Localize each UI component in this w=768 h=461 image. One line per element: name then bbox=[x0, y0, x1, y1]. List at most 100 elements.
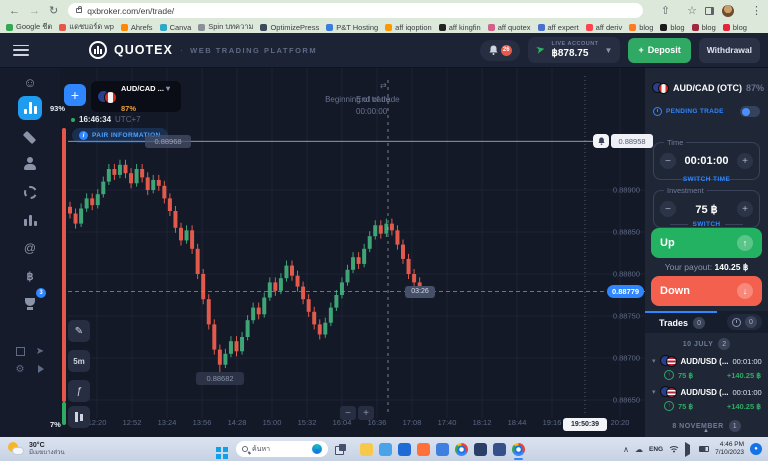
bookmark-item[interactable]: aff iqoption bbox=[385, 23, 432, 32]
bookmark-item[interactable]: Canva bbox=[159, 23, 191, 32]
end-of-trade-label: End of trade 00:00:00 bbox=[356, 95, 400, 116]
wifi-icon[interactable] bbox=[669, 445, 679, 453]
sidebar-item-support[interactable]: ☺ bbox=[18, 70, 42, 94]
tray-clock[interactable]: 4:46 PM 7/10/2023 bbox=[715, 441, 744, 456]
reload-icon[interactable]: ↻ bbox=[49, 5, 59, 17]
language-indicator[interactable]: ENG bbox=[648, 445, 664, 453]
drawing-tools-button[interactable]: ✎ bbox=[68, 320, 90, 342]
bookmark-item[interactable]: แดชบอร์ด wp bbox=[59, 21, 114, 33]
sidebar-item-cashback[interactable]: ฿ bbox=[18, 264, 42, 288]
bookmark-item[interactable]: OptimizePress bbox=[260, 23, 319, 32]
time-increase-button[interactable]: + bbox=[736, 153, 753, 169]
pair-information-button[interactable]: i PAIR INFORMATION bbox=[72, 128, 168, 143]
sound-icon[interactable] bbox=[33, 362, 47, 376]
bookmark-item[interactable]: Ahrefs bbox=[120, 23, 153, 32]
browser-avatar[interactable] bbox=[722, 4, 734, 17]
tab-history[interactable]: 0 bbox=[727, 314, 762, 330]
sidebar-item-market[interactable] bbox=[18, 180, 42, 204]
bookmark-favicon-icon bbox=[59, 23, 67, 31]
url-bar[interactable]: qxbroker.com/en/trade/ bbox=[68, 3, 644, 18]
side-panel-icon[interactable] bbox=[705, 6, 714, 15]
add-asset-button[interactable]: + bbox=[64, 84, 86, 106]
investment-decrease-button[interactable]: − bbox=[660, 201, 676, 217]
indicators-button[interactable]: ƒ bbox=[68, 380, 90, 402]
asset-tab-flags bbox=[97, 89, 117, 104]
battery-icon[interactable] bbox=[699, 446, 710, 452]
sidebar-item-signals[interactable]: @ bbox=[18, 236, 42, 260]
settings-gear-icon[interactable]: ⚙ bbox=[15, 363, 25, 375]
active-browser-app[interactable] bbox=[512, 442, 525, 460]
bookmark-item[interactable]: blog bbox=[691, 23, 716, 32]
investment-increase-button[interactable]: + bbox=[736, 201, 753, 217]
bookmark-label: aff kingfin bbox=[448, 22, 481, 32]
scroll-up-icon[interactable]: ▲ bbox=[703, 428, 709, 434]
folder-app[interactable] bbox=[360, 442, 373, 456]
sidebar-item-trade[interactable] bbox=[18, 96, 42, 120]
down-button[interactable]: Down ↓ bbox=[651, 276, 762, 306]
asset-tab[interactable]: AUD/CAD ... ▾ 87% bbox=[91, 81, 181, 113]
bookmark-item[interactable]: aff expert bbox=[537, 23, 579, 32]
chrome-app[interactable] bbox=[455, 442, 468, 456]
bookmark-label: aff deriv bbox=[595, 22, 623, 32]
bookmark-star-icon[interactable]: ☆ bbox=[687, 5, 697, 17]
trade-row[interactable]: ▾ AUD/USD (... 00:01:00 ↑ 75 ฿ +140.25 ฿ bbox=[645, 353, 768, 384]
cursor-arrow-icon[interactable]: ➤ bbox=[35, 345, 45, 357]
zoom-in-button[interactable]: + bbox=[358, 406, 374, 420]
notifications-button[interactable]: 26 bbox=[480, 39, 521, 61]
tab-trades[interactable]: Trades 0 bbox=[645, 311, 718, 333]
tray-notification-icon[interactable]: ● bbox=[750, 443, 762, 455]
price-alert-bell-button[interactable] bbox=[593, 134, 609, 148]
explorer-app[interactable] bbox=[379, 442, 392, 456]
bookmark-item[interactable]: blog bbox=[660, 23, 685, 32]
payout-line: Your payout: 140.25 ฿ bbox=[664, 262, 749, 272]
trade-row[interactable]: ▾ AUD/USD (... 00:01:00 ↑ 75 ฿ +140.25 ฿ bbox=[645, 384, 768, 415]
photos-app[interactable] bbox=[436, 442, 449, 456]
chart-type-button[interactable] bbox=[68, 406, 90, 428]
sidebar-item-tournaments[interactable]: 3 bbox=[18, 288, 46, 316]
alert-price-left-label: 0.88968 bbox=[145, 135, 191, 148]
task-view-icon[interactable] bbox=[335, 443, 346, 455]
time-decrease-button[interactable]: − bbox=[660, 153, 676, 169]
bookmark-item[interactable]: blog bbox=[629, 23, 653, 32]
sidebar-item-top-traders[interactable] bbox=[18, 208, 42, 232]
bookmark-item[interactable]: Spin บทความ bbox=[198, 21, 253, 33]
back-icon[interactable]: ← bbox=[9, 4, 20, 17]
bookmark-item[interactable]: aff deriv bbox=[585, 22, 623, 32]
investment-input-label: Investment bbox=[664, 186, 707, 195]
start-button[interactable] bbox=[216, 446, 221, 452]
switch-time-link[interactable]: SWITCH TIME bbox=[653, 176, 760, 183]
bookmark-item[interactable]: P&T Hosting bbox=[326, 23, 378, 32]
sidebar-item-account[interactable] bbox=[18, 152, 42, 176]
taskbar-weather[interactable]: 30°C มีเมฆบางส่วน bbox=[8, 442, 178, 457]
account-selector[interactable]: ➤ LIVE ACCOUNT ฿878.75 ▼ bbox=[528, 37, 621, 63]
deposit-button[interactable]: + Deposit bbox=[628, 37, 691, 63]
timeframe-button[interactable]: 5m bbox=[68, 350, 90, 372]
hamburger-menu-icon[interactable] bbox=[13, 44, 29, 56]
switch-link[interactable]: SWITCH bbox=[653, 221, 760, 228]
sidebar-item-education[interactable] bbox=[18, 124, 42, 148]
volume-icon[interactable] bbox=[685, 441, 694, 457]
bookmark-item[interactable]: blog bbox=[722, 23, 747, 32]
fullscreen-icon[interactable] bbox=[13, 344, 27, 358]
teams-app[interactable] bbox=[474, 442, 487, 456]
weather-icon bbox=[8, 442, 24, 456]
tray-expand-icon[interactable]: ∧ bbox=[623, 444, 629, 454]
onedrive-cloud-icon[interactable]: ☁ bbox=[634, 444, 643, 454]
bookmark-item[interactable]: Google ชีต bbox=[6, 21, 52, 33]
firefox-app[interactable] bbox=[417, 442, 430, 456]
steam-app[interactable] bbox=[493, 442, 506, 456]
bookmark-item[interactable]: aff quotex bbox=[487, 23, 531, 32]
trades-count-badge: 0 bbox=[693, 317, 706, 329]
share-icon[interactable]: ⇧ bbox=[660, 5, 671, 17]
menu-dots-icon[interactable]: ⋮ bbox=[751, 5, 762, 17]
up-button[interactable]: Up ↑ bbox=[651, 228, 762, 258]
bookmark-item[interactable]: aff kingfin bbox=[438, 22, 481, 32]
zoom-out-button[interactable]: − bbox=[340, 406, 356, 420]
pending-trade-toggle[interactable] bbox=[740, 106, 760, 117]
taskbar-apps bbox=[360, 442, 525, 460]
taskbar-search[interactable]: ค้นหา bbox=[236, 441, 328, 457]
outlook-app[interactable] bbox=[398, 442, 411, 456]
forward-icon[interactable]: → bbox=[29, 4, 40, 17]
chart-area[interactable]: 0.88900 0.88850 0.88800 0.88750 0.88700 0.886… bbox=[60, 68, 653, 437]
withdrawal-button[interactable]: Withdrawal bbox=[698, 37, 760, 63]
